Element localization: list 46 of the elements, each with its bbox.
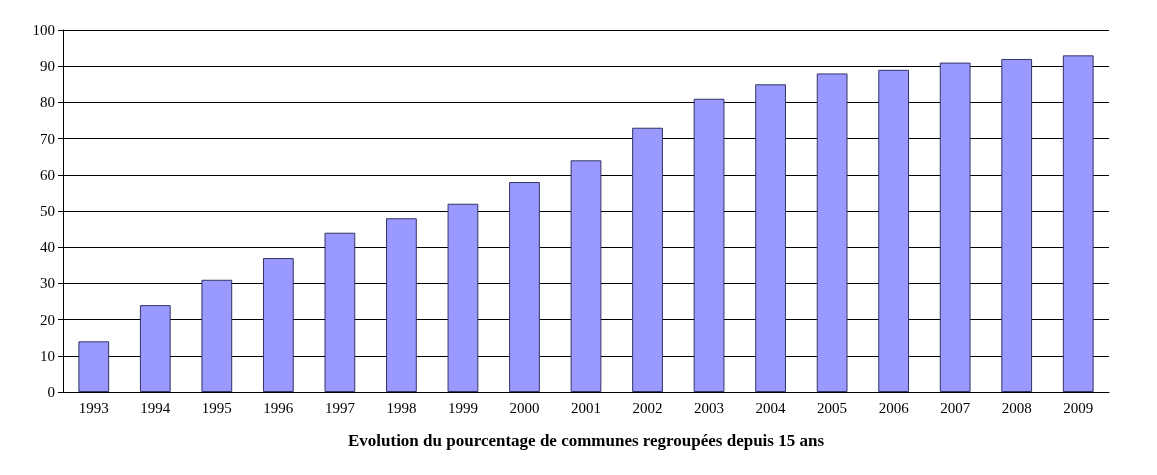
bar xyxy=(1062,55,1094,392)
y-tick-label: 10 xyxy=(40,347,55,364)
x-tick-label: 1996 xyxy=(263,399,294,416)
y-tick-label: 30 xyxy=(40,275,55,292)
y-tick-label: 90 xyxy=(40,58,55,75)
bar xyxy=(816,73,848,392)
x-tick-label: 1995 xyxy=(201,399,232,416)
x-tick-label: 2002 xyxy=(632,399,663,416)
x-tick-label: 2008 xyxy=(1001,399,1032,416)
x-tick-label: 1998 xyxy=(386,399,417,416)
y-tick-label: 80 xyxy=(40,94,55,111)
bar xyxy=(755,84,786,392)
y-tick-label: 50 xyxy=(40,203,55,219)
y-tick-label: 20 xyxy=(40,311,55,328)
x-tick-label: 2001 xyxy=(571,399,601,416)
y-tick-label: 100 xyxy=(32,22,55,38)
x-tick-label: 2007 xyxy=(940,399,971,416)
bar xyxy=(1001,58,1033,392)
x-tick-label: 2004 xyxy=(755,399,787,416)
bar xyxy=(509,182,540,392)
x-tick-label: 2009 xyxy=(1063,399,1094,416)
x-tick-label: 2003 xyxy=(694,399,725,416)
bar xyxy=(570,160,602,392)
x-axis-title: Evolution du pourcentage de communes regroupées depuis 15 ans xyxy=(347,431,825,450)
x-tick-label: 1997 xyxy=(324,399,356,416)
bar xyxy=(693,98,725,392)
bar xyxy=(78,341,110,392)
x-tick-label: 2005 xyxy=(817,399,848,416)
x-tick-label: 2000 xyxy=(509,399,540,416)
bar xyxy=(447,203,479,392)
x-tick-label: 1999 xyxy=(447,399,478,416)
bar xyxy=(632,127,663,392)
bar xyxy=(262,258,294,392)
x-tick-label: 2006 xyxy=(878,399,910,416)
y-tick-label: 70 xyxy=(40,130,55,147)
bar xyxy=(201,279,233,392)
bar xyxy=(939,62,971,392)
y-tick-label: 40 xyxy=(40,239,55,256)
y-tick-label: 60 xyxy=(40,166,55,183)
x-tick-label: 1994 xyxy=(140,399,171,416)
y-tick-label: 0 xyxy=(47,384,55,400)
bar xyxy=(139,305,171,392)
bar xyxy=(386,218,417,392)
bar xyxy=(324,232,356,392)
x-tick-label: 1993 xyxy=(78,399,109,416)
bar xyxy=(878,69,910,392)
